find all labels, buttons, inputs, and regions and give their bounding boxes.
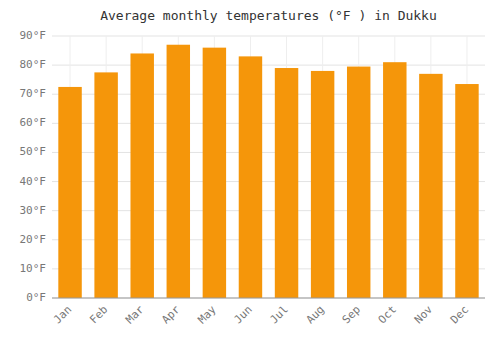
bar [347,67,370,298]
grid [52,36,485,298]
x-tick-label: Dec [448,303,471,326]
x-axis-line [52,298,485,299]
bar [383,62,406,298]
y-tick-label: 0°F [26,291,46,304]
bars [58,45,478,298]
x-tick-label: Jun [231,303,254,326]
bar [94,72,117,298]
x-tick-label: Apr [159,303,183,327]
y-tick-label: 90°F [20,29,47,42]
x-tick-label: Jul [268,303,291,326]
x-tick-label: Aug [304,303,327,326]
title: Average monthly temperatures (°F ) in Du… [100,8,437,23]
bar [167,45,190,298]
y-tick-label: 30°F [20,204,47,217]
y-tick-label: 10°F [20,262,47,275]
x-tick-label: Mar [123,303,147,327]
bar [275,68,298,298]
y-tick-label: 60°F [20,116,47,129]
x-tick-label: Oct [376,303,399,326]
x-tick-label: Nov [412,303,436,327]
x-tick-label: Feb [87,303,110,326]
bar [455,84,478,298]
bar [239,56,262,298]
y-tick-label: 80°F [20,58,47,71]
bar [130,53,153,298]
bar [58,87,81,298]
y-grid-line [52,298,485,299]
x-tick-label: May [195,303,219,327]
x-tick-label: Sep [340,303,363,326]
chart-svg: 0°F 10°F 20°F 30°F 40°F 50°F 60°F 70°F 80°F 90°F J… [0,0,500,350]
y-tick-label: 40°F [20,175,47,188]
y-grid-line [52,36,485,37]
y-tick-label: 50°F [20,145,47,158]
chart-container: 0°F 10°F 20°F 30°F 40°F 50°F 60°F 70°F 80°F 90°F J… [0,0,500,350]
y-tick-label: 70°F [20,87,47,100]
bar [311,71,334,298]
y-tick-label: 20°F [20,233,47,246]
y-grid-line [52,65,485,66]
x-tick-label: Jan [51,303,74,326]
bar [203,48,226,298]
bar [419,74,442,298]
